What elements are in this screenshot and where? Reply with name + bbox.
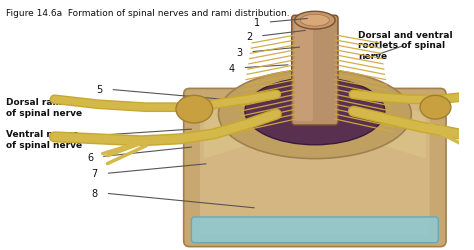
Text: 1: 1 xyxy=(254,18,260,28)
Text: 2: 2 xyxy=(246,32,252,42)
Text: Dorsal ramus
of spinal nerve: Dorsal ramus of spinal nerve xyxy=(6,98,196,117)
Ellipse shape xyxy=(420,96,451,120)
Ellipse shape xyxy=(295,12,335,30)
FancyBboxPatch shape xyxy=(295,19,313,122)
Text: 4: 4 xyxy=(228,64,235,73)
Ellipse shape xyxy=(176,96,213,124)
Text: Dorsal and ventral
rootlets of spinal
nerve: Dorsal and ventral rootlets of spinal ne… xyxy=(358,31,453,60)
FancyBboxPatch shape xyxy=(191,217,438,243)
Ellipse shape xyxy=(245,78,385,145)
Text: 5: 5 xyxy=(96,85,103,95)
Ellipse shape xyxy=(219,70,411,159)
FancyBboxPatch shape xyxy=(292,16,338,126)
Text: 7: 7 xyxy=(91,169,98,179)
Text: Ventral ramus
of spinal nerve: Ventral ramus of spinal nerve xyxy=(6,130,191,149)
Ellipse shape xyxy=(301,15,329,27)
Text: 3: 3 xyxy=(237,48,243,58)
FancyBboxPatch shape xyxy=(200,104,429,235)
Text: 8: 8 xyxy=(91,188,98,198)
FancyBboxPatch shape xyxy=(184,89,446,247)
Polygon shape xyxy=(204,95,426,159)
Text: 6: 6 xyxy=(87,152,93,162)
Text: Figure 14.6a  Formation of spinal nerves and rami distribution.: Figure 14.6a Formation of spinal nerves … xyxy=(6,9,290,18)
